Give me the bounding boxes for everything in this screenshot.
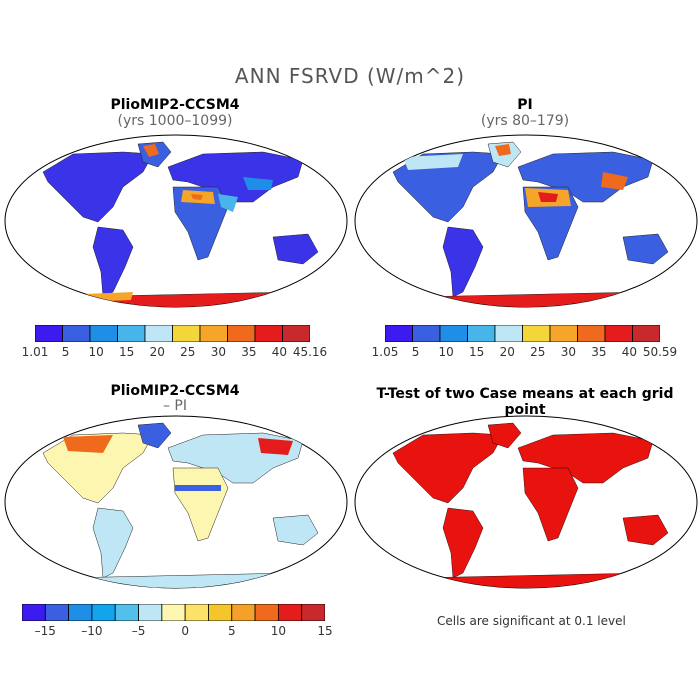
colorbar-swatch (277, 604, 303, 621)
colorbar-label: 20 (149, 345, 165, 359)
south-america (92, 226, 134, 298)
colorbar-label: 5 (61, 345, 70, 359)
colorbar-label: 20 (499, 345, 515, 359)
colorbar-swatch (138, 604, 163, 621)
colorbar-label: 10 (270, 624, 287, 638)
colorbar-swatch (199, 325, 228, 342)
colorbar-swatch (227, 325, 256, 342)
colorbar-label: 5 (411, 345, 420, 359)
panel4-title: T-Test of two Case means at each grid po… (376, 386, 674, 418)
panel3-title: PlioMIP2-CCSM4 (110, 383, 240, 399)
colorbar-swatch (68, 604, 93, 621)
colorbar-swatch (172, 325, 201, 342)
colorbar-label: 10 (438, 345, 454, 359)
colorbar-swatch (44, 604, 70, 621)
figure-title: ANN FSRVD (W/m^2) (234, 64, 466, 88)
map-pliomip-svg (4, 134, 348, 308)
colorbar-label: 10 (88, 345, 104, 359)
colorbar-label: 15 (317, 624, 333, 638)
colorbar-swatch (91, 604, 116, 621)
colorbar-label: 1.05 (371, 345, 399, 359)
australia (272, 233, 319, 265)
colorbar-swatch (231, 604, 256, 621)
colorbar-swatch (467, 325, 496, 342)
colorbar-swatch (577, 325, 606, 342)
north-america (42, 151, 154, 223)
map-ttest (353, 413, 699, 591)
colorbar-label: 40 (271, 345, 288, 359)
map-diff-svg (4, 415, 348, 589)
colorbar-swatch (117, 325, 146, 342)
colorbar-label: 15 (119, 345, 135, 359)
map-pi-svg (354, 134, 698, 308)
panel3-subtitle: – PI (162, 398, 188, 414)
colorbar-label: –5 (131, 624, 146, 638)
colorbar-swatch (22, 604, 46, 621)
colorbar-label: –15 (34, 624, 56, 638)
map-pliomip (3, 132, 349, 310)
panel2-title: PI (517, 97, 533, 113)
panel2-subtitle: (yrs 80–179) (480, 113, 570, 129)
colorbar-swatch (254, 604, 279, 621)
colorbar-swatch (161, 604, 186, 621)
colorbar-label: 50.59 (642, 345, 678, 359)
colorbar-label: 1.01 (21, 345, 49, 359)
map-pi (353, 132, 699, 310)
colorbar-diff: –15 –10 –5 0 5 10 15 (22, 604, 333, 638)
colorbar-swatch (494, 325, 523, 342)
colorbar-swatch (208, 604, 233, 621)
colorbar-label: 35 (591, 345, 607, 359)
map-diff (3, 413, 349, 591)
colorbar-swatch (62, 325, 91, 342)
colorbar-swatch (439, 325, 468, 342)
panel1-subtitle: (yrs 1000–1099) (117, 113, 233, 129)
colorbar-swatch (632, 325, 660, 342)
colorbar-label: 15 (469, 345, 485, 359)
colorbar-label: –10 (81, 624, 103, 638)
colorbar-swatch (35, 325, 63, 342)
colorbar-pliomip: 1.01 5 10 15 20 25 30 35 40 45.16 (22, 325, 327, 359)
colorbar-label: 35 (241, 345, 257, 359)
colorbar-swatch (604, 325, 633, 342)
colorbar-swatches (385, 325, 660, 342)
colorbar-label: 30 (560, 345, 576, 359)
colorbar-swatches (22, 604, 325, 621)
colorbar-swatch (522, 325, 551, 342)
colorbar-label: 30 (210, 345, 226, 359)
colorbar-swatch (184, 604, 209, 621)
colorbar-swatch (412, 325, 441, 342)
colorbar-swatch (282, 325, 310, 342)
colorbar-label: 25 (530, 345, 546, 359)
map-ttest-svg (354, 415, 698, 589)
colorbar-label: 0 (181, 624, 189, 638)
colorbar-swatch (254, 325, 283, 342)
colorbar-swatches (35, 325, 310, 342)
africa (172, 186, 229, 261)
colorbar-label: 40 (621, 345, 638, 359)
colorbar-pi: 1.05 5 10 15 20 25 30 35 40 50.59 (372, 325, 677, 359)
colorbar-swatch (385, 325, 413, 342)
colorbar-swatch (89, 325, 118, 342)
colorbar-swatch (114, 604, 139, 621)
colorbar-swatch (549, 325, 578, 342)
colorbar-swatch (144, 325, 173, 342)
colorbar-label: 25 (180, 345, 196, 359)
colorbar-swatch (301, 604, 325, 621)
significance-note: Cells are significant at 0.1 level (437, 614, 626, 628)
colorbar-label: 5 (227, 624, 236, 638)
colorbar-label: 45.16 (292, 345, 328, 359)
panel1-title: PlioMIP2-CCSM4 (110, 97, 240, 113)
